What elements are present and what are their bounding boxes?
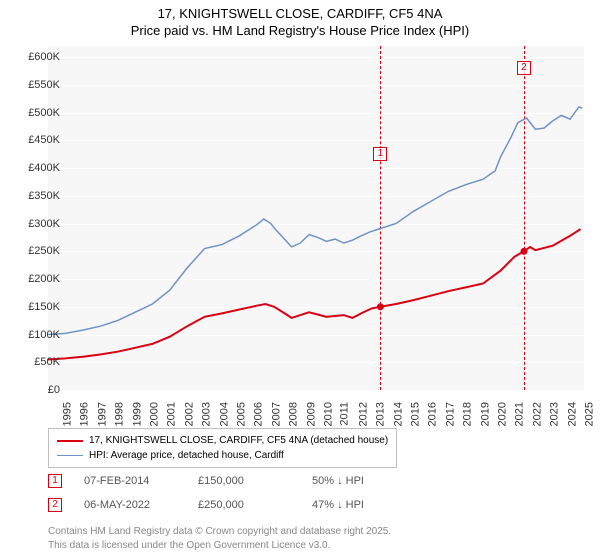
x-tick-label: 2008: [288, 402, 300, 426]
sale-price: £150,000: [198, 475, 290, 487]
legend-label: 17, KNIGHTSWELL CLOSE, CARDIFF, CF5 4NA …: [89, 433, 388, 448]
y-tick-label: £350K: [16, 190, 60, 202]
legend-row: 17, KNIGHTSWELL CLOSE, CARDIFF, CF5 4NA …: [57, 433, 388, 448]
x-tick-label: 2000: [148, 402, 160, 426]
x-tick-label: 2023: [549, 402, 561, 426]
y-tick-label: £200K: [16, 273, 60, 285]
chart-area: 12: [48, 46, 584, 390]
y-tick-label: £0: [16, 384, 60, 396]
x-tick-label: 2003: [201, 402, 213, 426]
sale-marker-icon: 2: [48, 498, 62, 512]
x-tick-label: 2024: [566, 402, 578, 426]
x-tick-label: 1997: [96, 402, 108, 426]
x-tick-label: 2005: [236, 402, 248, 426]
title-block: 17, KNIGHTSWELL CLOSE, CARDIFF, CF5 4NA …: [0, 0, 600, 38]
x-tick-label: 2006: [253, 402, 265, 426]
x-tick-label: 2025: [584, 402, 596, 426]
y-tick-label: £500K: [16, 107, 60, 119]
x-tick-label: 2020: [497, 402, 509, 426]
sale-date: 07-FEB-2014: [84, 475, 176, 487]
sale-row: 1 07-FEB-2014 £150,000 50% ↓ HPI: [48, 474, 404, 488]
x-tick-label: 2010: [323, 402, 335, 426]
y-tick-label: £450K: [16, 134, 60, 146]
legend-label: HPI: Average price, detached house, Card…: [89, 448, 284, 463]
x-tick-label: 2016: [427, 402, 439, 426]
x-tick-label: 2004: [218, 402, 230, 426]
x-tick-label: 1998: [114, 402, 126, 426]
series-hpi: [48, 107, 582, 335]
marker-dot: [377, 303, 384, 310]
x-tick-label: 2022: [531, 402, 543, 426]
y-tick-label: £300K: [16, 218, 60, 230]
legend-swatch: [57, 440, 83, 442]
footer-licence: This data is licensed under the Open Gov…: [48, 540, 330, 551]
footer-copyright: Contains HM Land Registry data © Crown c…: [48, 526, 391, 537]
title-line2: Price paid vs. HM Land Registry's House …: [0, 23, 600, 38]
x-tick-label: 2017: [444, 402, 456, 426]
legend-swatch: [57, 455, 83, 456]
x-tick-label: 2014: [392, 402, 404, 426]
legend: 17, KNIGHTSWELL CLOSE, CARDIFF, CF5 4NA …: [48, 428, 397, 468]
y-tick-label: £400K: [16, 162, 60, 174]
x-tick-label: 2021: [514, 402, 526, 426]
x-tick-label: 2007: [270, 402, 282, 426]
x-tick-label: 2012: [357, 402, 369, 426]
title-line1: 17, KNIGHTSWELL CLOSE, CARDIFF, CF5 4NA: [0, 6, 600, 21]
x-tick-label: 2019: [479, 402, 491, 426]
sale-date: 06-MAY-2022: [84, 499, 176, 511]
x-tick-label: 2011: [339, 402, 351, 426]
y-tick-label: £150K: [16, 301, 60, 313]
y-tick-label: £100K: [16, 329, 60, 341]
series-price_paid: [48, 229, 581, 359]
x-tick-label: 2002: [183, 402, 195, 426]
figure-container: 17, KNIGHTSWELL CLOSE, CARDIFF, CF5 4NA …: [0, 0, 600, 560]
marker-box: 1: [373, 147, 387, 161]
sale-delta: 47% ↓ HPI: [312, 499, 404, 511]
x-tick-label: 2001: [166, 402, 178, 426]
sale-marker-icon: 1: [48, 474, 62, 488]
y-tick-label: £250K: [16, 245, 60, 257]
x-tick-label: 1995: [61, 402, 73, 426]
x-tick-label: 2009: [305, 402, 317, 426]
marker-dot: [521, 248, 528, 255]
y-tick-label: £50K: [16, 356, 60, 368]
y-tick-label: £550K: [16, 79, 60, 91]
x-tick-label: 1999: [131, 402, 143, 426]
x-tick-label: 2018: [462, 402, 474, 426]
y-tick-label: £600K: [16, 51, 60, 63]
x-tick-label: 1996: [79, 402, 91, 426]
marker-box: 2: [517, 61, 531, 75]
x-tick-label: 2015: [410, 402, 422, 426]
x-tick-label: 2013: [375, 402, 387, 426]
line-series-svg: [48, 46, 584, 390]
sale-delta: 50% ↓ HPI: [312, 475, 404, 487]
legend-row: HPI: Average price, detached house, Card…: [57, 448, 388, 463]
sale-row: 2 06-MAY-2022 £250,000 47% ↓ HPI: [48, 498, 404, 512]
sale-price: £250,000: [198, 499, 290, 511]
